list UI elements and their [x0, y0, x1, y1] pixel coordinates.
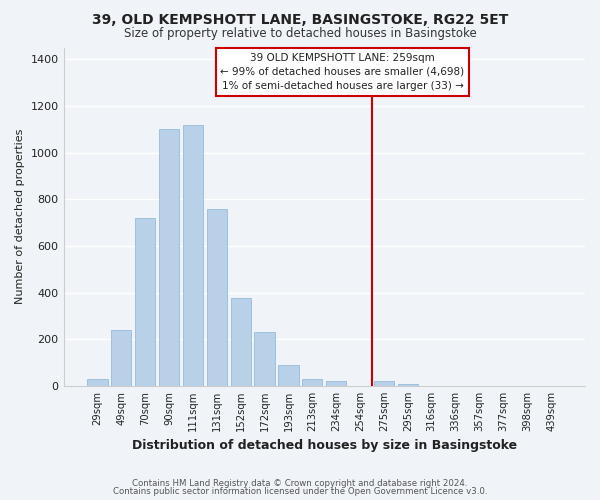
Bar [183, 124, 203, 386]
Bar [230, 298, 251, 386]
Text: Size of property relative to detached houses in Basingstoke: Size of property relative to detached ho… [124, 28, 476, 40]
Bar [326, 382, 346, 386]
Text: Contains public sector information licensed under the Open Government Licence v3: Contains public sector information licen… [113, 488, 487, 496]
Bar [111, 330, 131, 386]
Bar [374, 382, 394, 386]
Bar [254, 332, 275, 386]
Bar [398, 384, 418, 386]
X-axis label: Distribution of detached houses by size in Basingstoke: Distribution of detached houses by size … [132, 440, 517, 452]
Y-axis label: Number of detached properties: Number of detached properties [15, 129, 25, 304]
Bar [87, 379, 107, 386]
Bar [135, 218, 155, 386]
Text: 39 OLD KEMPSHOTT LANE: 259sqm
← 99% of detached houses are smaller (4,698)
1% of: 39 OLD KEMPSHOTT LANE: 259sqm ← 99% of d… [220, 52, 464, 92]
Bar [159, 129, 179, 386]
Bar [206, 208, 227, 386]
Bar [278, 365, 299, 386]
Text: 39, OLD KEMPSHOTT LANE, BASINGSTOKE, RG22 5ET: 39, OLD KEMPSHOTT LANE, BASINGSTOKE, RG2… [92, 12, 508, 26]
Text: Contains HM Land Registry data © Crown copyright and database right 2024.: Contains HM Land Registry data © Crown c… [132, 478, 468, 488]
Bar [302, 379, 322, 386]
